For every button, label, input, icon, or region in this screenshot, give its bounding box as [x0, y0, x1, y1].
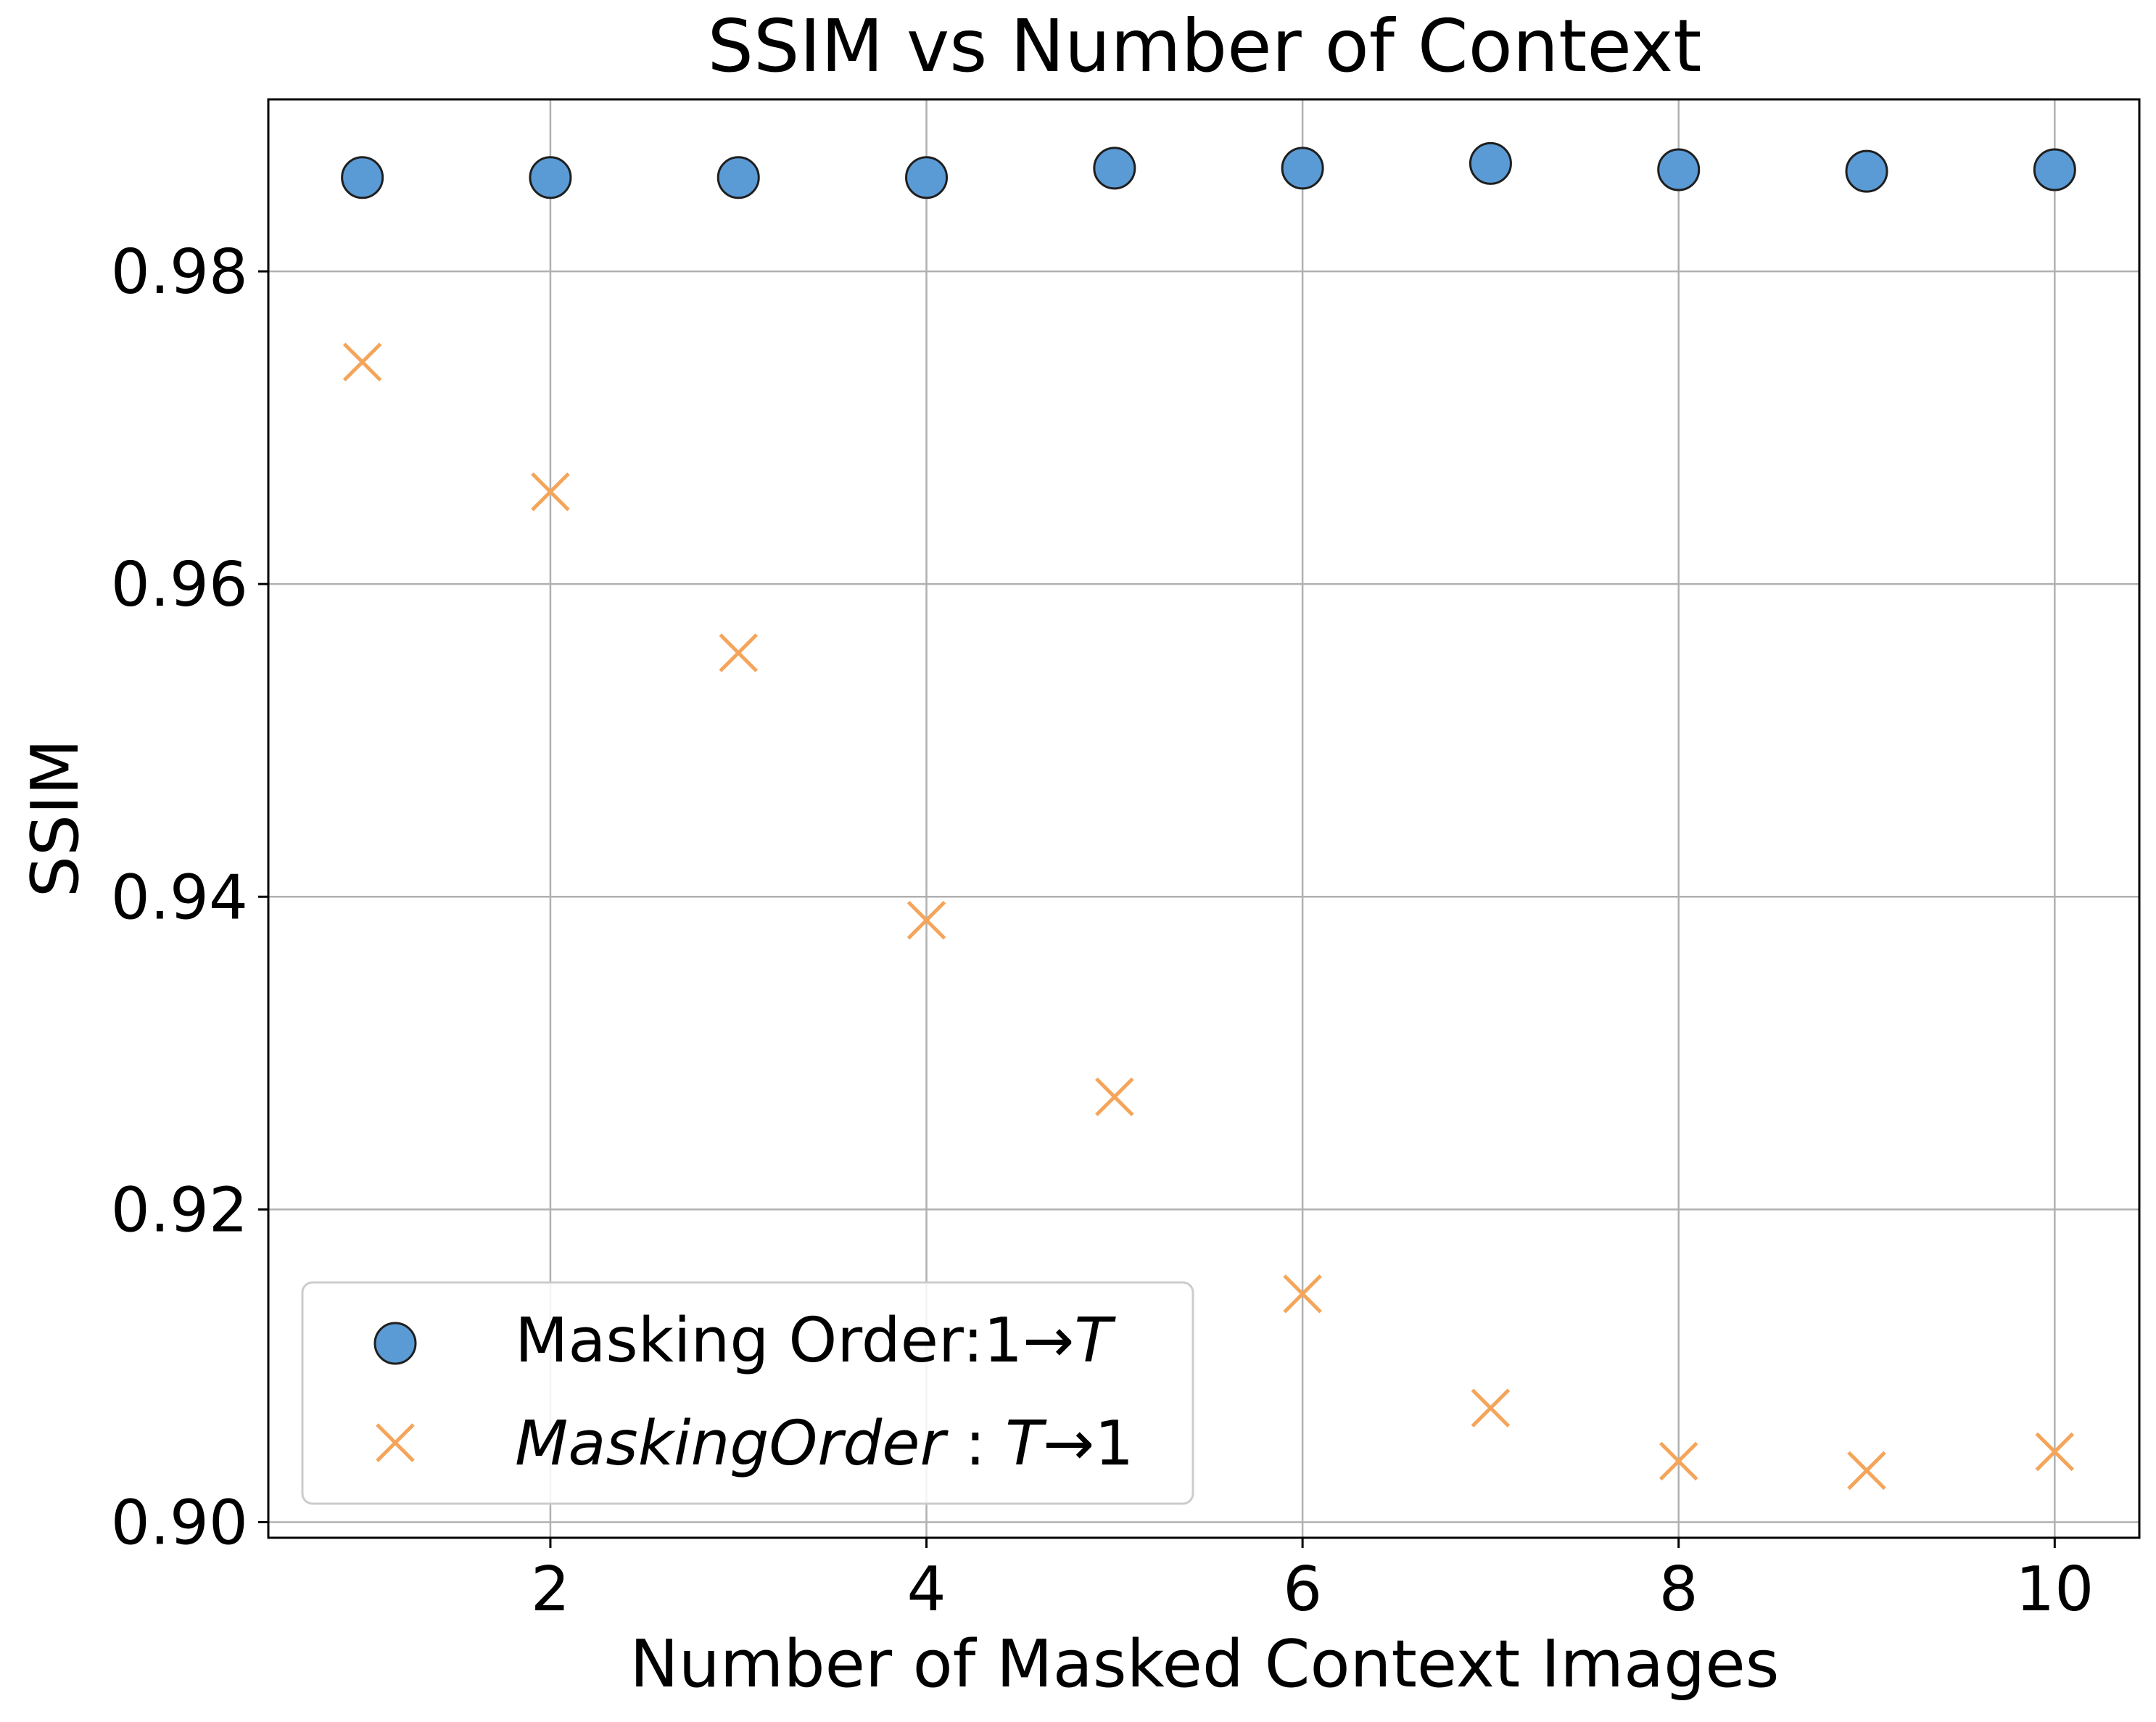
- chart-title: SSIM vs Number of Context: [708, 4, 1702, 88]
- data-point-x: [1283, 1274, 1322, 1314]
- scatter-points: [341, 141, 2076, 1491]
- y-tick-label: 0.90: [111, 1487, 248, 1559]
- legend-marker-x: [376, 1423, 415, 1462]
- legend-label-series-2: MaskingOrder : T→1: [515, 1408, 1133, 1480]
- grid-lines: [268, 99, 2139, 1538]
- data-point-x: [2035, 1432, 2075, 1472]
- legend-box: [301, 1281, 1194, 1505]
- data-point-circle: [2033, 148, 2076, 191]
- data-point-x: [1095, 1077, 1134, 1116]
- data-point-circle: [341, 156, 384, 199]
- legend-marker-circle: [373, 1322, 417, 1365]
- legend-label-1-prefix: Masking Order:1→: [515, 1305, 1074, 1377]
- x-tick-label: 2: [531, 1554, 570, 1626]
- x-tick-label: 8: [1659, 1554, 1698, 1626]
- data-point-circle: [1469, 141, 1512, 185]
- x-axis-label: Number of Masked Context Images: [629, 1626, 1779, 1702]
- data-point-x: [906, 900, 946, 940]
- x-ticks: 2 4 6 8 10: [531, 1538, 2094, 1626]
- x-tick-label: 4: [906, 1554, 946, 1626]
- data-point-circle: [1845, 149, 1888, 193]
- y-tick-label: 0.92: [111, 1174, 248, 1246]
- y-ticks: 0.90 0.92 0.94 0.96 0.98: [111, 236, 268, 1559]
- data-point-x: [531, 472, 570, 511]
- legend-label-2-colon: :: [945, 1408, 1005, 1480]
- x-tick-label: 10: [2015, 1554, 2094, 1626]
- legend-label-1-italic: T: [1074, 1305, 1116, 1377]
- y-tick-label: 0.96: [111, 549, 248, 621]
- data-point-circle: [1281, 147, 1324, 190]
- data-point-circle: [716, 156, 760, 199]
- legend-label-series-1: Masking Order:1→T: [515, 1305, 1116, 1377]
- y-tick-label: 0.94: [111, 862, 248, 934]
- data-point-circle: [529, 156, 572, 199]
- y-tick-label: 0.98: [111, 236, 248, 308]
- legend: Masking Order:1→T MaskingOrder : T→1: [301, 1281, 1194, 1505]
- data-point-x: [1847, 1451, 1886, 1491]
- data-point-x: [1659, 1441, 1698, 1481]
- data-point-x: [1471, 1388, 1511, 1428]
- data-point-x: [342, 342, 382, 382]
- data-point-circle: [905, 156, 949, 199]
- plot-frame: [267, 98, 2141, 1539]
- data-point-x: [719, 633, 759, 672]
- data-point-circle: [1657, 148, 1701, 191]
- x-tick-label: 6: [1283, 1554, 1322, 1626]
- y-axis-label: SSIM: [17, 739, 94, 897]
- legend-label-2-suffix: →1: [1043, 1408, 1133, 1480]
- legend-label-2-prefix: MaskingOrder: [515, 1408, 949, 1480]
- legend-label-2-italic: T: [1005, 1408, 1047, 1480]
- data-point-circle: [1093, 147, 1136, 190]
